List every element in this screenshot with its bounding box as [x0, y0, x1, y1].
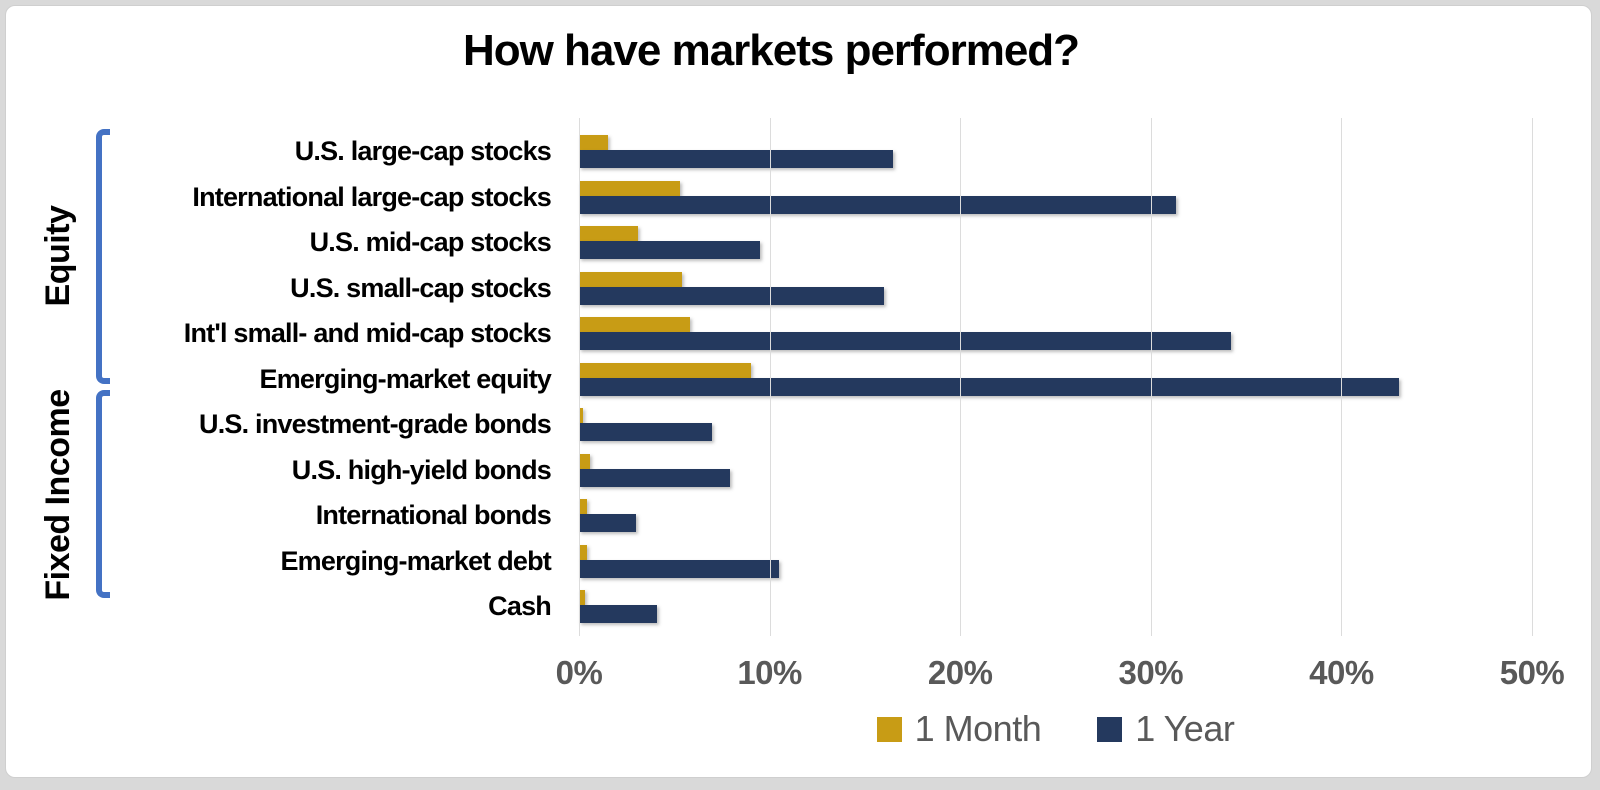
chart-title: How have markets performed?: [462, 26, 1080, 75]
value-axis: 0% 10% 20% 30% 40% 50%: [556, 654, 1565, 696]
bar-row: [579, 584, 1532, 630]
legend-item: 1 Month: [876, 708, 1042, 750]
bar-1-month: [579, 499, 587, 514]
gridline-10%: [769, 118, 771, 636]
bar-row: [579, 175, 1532, 221]
legend: 1 Month 1 Year: [579, 708, 1532, 750]
category-label: International large-cap stocks: [192, 181, 551, 212]
bar-1-year: [579, 241, 761, 259]
bar-1-year: [579, 195, 1176, 214]
bar-rows: [579, 129, 1532, 630]
category-label: U.S. large-cap stocks: [294, 136, 552, 167]
bar-1-month: [579, 226, 639, 241]
bar-row: [579, 266, 1532, 312]
x-tick-label: 10%: [737, 654, 802, 691]
chart-card: How have markets performed? Equity Fixed…: [5, 5, 1592, 778]
bar-1-month: [579, 408, 583, 423]
bar-1-year: [579, 332, 1231, 350]
equity-bracket: [96, 129, 110, 384]
legend-item: 1 Year: [1097, 708, 1235, 750]
bar-row: [579, 493, 1532, 539]
legend-swatch-icon: [1097, 716, 1123, 742]
bar-1-year: [579, 468, 730, 487]
bar-1-month: [579, 271, 682, 287]
category-label: Int'l small- and mid-cap stocks: [183, 318, 552, 349]
category-axis: U.S. large-cap stocks International large…: [126, 129, 552, 630]
bar-row: [579, 220, 1532, 266]
bar-1-year: [579, 559, 780, 578]
bar-1-year: [579, 423, 713, 441]
x-tick-label: 50%: [1499, 654, 1565, 691]
x-tick-label: 40%: [1309, 654, 1374, 691]
bar-1-month: [579, 317, 690, 332]
bar-1-year: [579, 286, 884, 305]
legend-label: 1 Year: [1135, 708, 1235, 749]
bar-1-month: [579, 135, 608, 150]
bar-row: [579, 129, 1532, 175]
category-label: Emerging-market debt: [280, 545, 551, 576]
gridline-40%: [1341, 118, 1343, 636]
fixed-income-group-label: Fixed Income: [39, 389, 77, 601]
x-tick-label: 20%: [927, 654, 993, 691]
category-label: U.S. investment-grade bonds: [199, 409, 552, 440]
bar-row: [579, 539, 1532, 585]
category-label: Cash: [488, 591, 552, 622]
fixed-income-bracket: [96, 390, 110, 598]
x-tick-label: 0%: [555, 654, 603, 691]
bar-1-month: [579, 180, 681, 196]
x-tick-label: 30%: [1118, 654, 1184, 691]
category-label: U.S. mid-cap stocks: [309, 227, 552, 258]
gridline-50%: [1532, 118, 1533, 636]
gridline-30%: [1150, 118, 1152, 636]
plot-area: [579, 118, 1533, 636]
category-label: U.S. small-cap stocks: [290, 272, 552, 303]
category-label: Emerging-market equity: [259, 363, 552, 394]
bar-row: [579, 311, 1532, 357]
bar-1-month: [579, 362, 751, 378]
bar-1-month: [579, 590, 585, 605]
legend-label: 1 Month: [914, 708, 1042, 749]
bar-row: [579, 357, 1532, 403]
bar-row: [579, 448, 1532, 494]
bar-1-year: [579, 514, 637, 532]
bar-1-year: [579, 150, 894, 168]
legend-swatch-icon: [876, 716, 902, 742]
bar-1-year: [579, 377, 1399, 396]
category-label: International bonds: [315, 500, 552, 531]
bar-1-month: [579, 544, 587, 560]
category-label: U.S. high-yield bonds: [291, 454, 552, 485]
bar-1-month: [579, 453, 591, 469]
bar-row: [579, 402, 1532, 448]
gridline-20%: [960, 118, 962, 636]
bar-1-year: [579, 605, 658, 623]
gridline-0%: [579, 118, 580, 636]
